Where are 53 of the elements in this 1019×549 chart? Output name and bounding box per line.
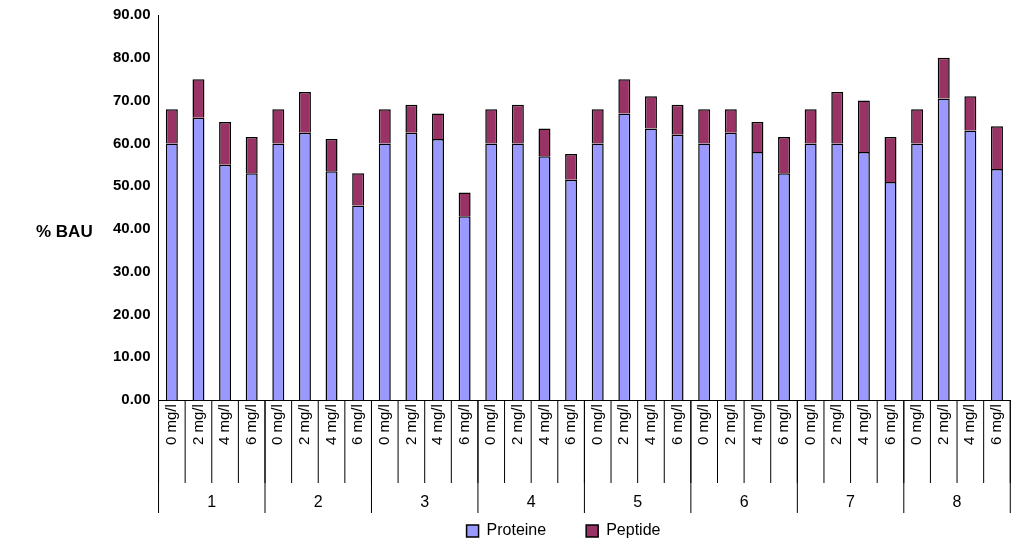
x-tick-label: 6 mg/l <box>561 404 579 446</box>
legend-label: Peptide <box>606 521 661 539</box>
x-tick-label: 2 mg/l <box>295 404 313 446</box>
x-tick-label: 2 mg/l <box>614 404 632 446</box>
y-tick-label: 50.00 <box>112 176 151 194</box>
x-tick-label: 0 mg/l <box>587 404 605 446</box>
y-tick-label: 20.00 <box>112 304 151 322</box>
text: 3 <box>420 493 430 511</box>
x-tick-label: 2 mg/l <box>188 404 206 446</box>
x-tick-label: 6 mg/l <box>241 404 259 446</box>
x-tick-label: 4 mg/l <box>747 404 765 446</box>
y-tick-label: 10.00 <box>112 347 151 365</box>
text: 5 <box>633 493 643 511</box>
x-tick-label: 4 mg/l <box>534 404 552 446</box>
text: 2 <box>313 493 323 511</box>
x-tick-label: 4 mg/l <box>215 404 233 446</box>
x-tick-label: 0 mg/l <box>481 404 499 446</box>
x-tick-label: 0 mg/l <box>800 404 818 446</box>
x-tick-label: 2 mg/l <box>508 404 526 446</box>
x-tick-label: 6 mg/l <box>987 404 1005 446</box>
text: 8 <box>952 493 962 511</box>
text: 1 <box>207 493 217 511</box>
x-tick-label: 4 mg/l <box>321 404 339 446</box>
x-tick-label: 6 mg/l <box>454 404 472 446</box>
y-axis-title: % BAU <box>36 222 93 242</box>
y-tick-label: 80.00 <box>112 47 151 65</box>
x-tick-label: 2 mg/l <box>827 404 845 446</box>
x-tick-label: 0 mg/l <box>161 404 179 446</box>
x-tick-label: 0 mg/l <box>374 404 392 446</box>
x-tick-label: 6 mg/l <box>880 404 898 446</box>
y-tick-label: 40.00 <box>112 219 151 237</box>
x-tick-label: 0 mg/l <box>907 404 925 446</box>
x-tick-label: 2 mg/l <box>933 404 951 446</box>
legend-label: Proteine <box>486 521 547 539</box>
text: 6 <box>739 493 749 511</box>
y-tick-label: 30.00 <box>112 261 151 279</box>
x-tick-label: 4 mg/l <box>854 404 872 446</box>
x-tick-label: 0 mg/l <box>268 404 286 446</box>
text: 4 <box>526 493 536 511</box>
x-tick-label: 6 mg/l <box>348 404 366 446</box>
text: 7 <box>846 493 856 511</box>
y-tick-label: 90.00 <box>112 5 151 23</box>
x-tick-label: 6 mg/l <box>667 404 685 446</box>
x-tick-label: 2 mg/l <box>401 404 419 446</box>
y-tick-label: 70.00 <box>112 90 151 108</box>
y-tick-label: 0.00 <box>121 390 151 408</box>
x-tick-label: 2 mg/l <box>720 404 738 446</box>
x-tick-label: 4 mg/l <box>428 404 446 446</box>
x-tick-label: 6 mg/l <box>774 404 792 446</box>
x-tick-label: 0 mg/l <box>694 404 712 446</box>
y-tick-label: 60.00 <box>112 133 151 151</box>
x-tick-label: 4 mg/l <box>960 404 978 446</box>
x-tick-label: 4 mg/l <box>641 404 659 446</box>
